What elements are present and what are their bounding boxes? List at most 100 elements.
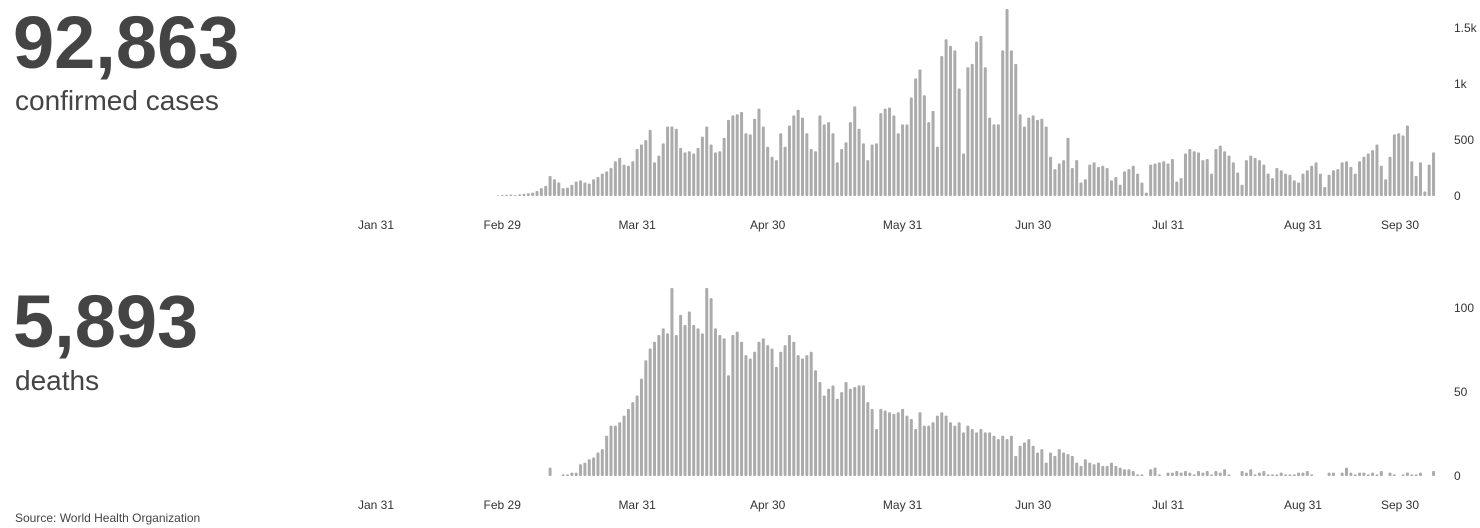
bar	[587, 459, 591, 476]
bar	[1214, 148, 1218, 196]
headline-label: confirmed cases	[15, 85, 219, 116]
bar	[1305, 170, 1309, 196]
bar	[1062, 452, 1066, 476]
bar	[1244, 472, 1248, 476]
bar	[661, 328, 665, 476]
bar	[1066, 454, 1070, 476]
bar	[1075, 160, 1079, 196]
bar	[1427, 164, 1431, 196]
bar	[1175, 470, 1179, 476]
bar	[1053, 169, 1057, 196]
bar	[596, 176, 600, 196]
bar	[1179, 472, 1183, 476]
bar	[779, 133, 783, 196]
bar	[1027, 117, 1031, 196]
bar	[918, 69, 922, 196]
bar	[1344, 467, 1348, 476]
bar	[914, 429, 918, 476]
y-tick-label: 1.5k	[1454, 21, 1478, 35]
bar	[874, 143, 878, 196]
bar	[1244, 160, 1248, 196]
x-tick-label: Jan 31	[358, 218, 394, 232]
bar	[1327, 472, 1331, 476]
bar	[1205, 470, 1209, 476]
bar	[670, 288, 674, 476]
bar	[766, 345, 770, 476]
x-tick-label: Feb 29	[484, 498, 522, 512]
bar	[653, 162, 657, 196]
bar	[1183, 470, 1187, 476]
bar	[740, 112, 744, 196]
bar	[548, 467, 552, 476]
bar	[509, 194, 513, 196]
bar	[727, 375, 731, 476]
bar	[1014, 63, 1018, 197]
bar	[892, 413, 896, 476]
bar	[1318, 173, 1322, 196]
bar	[1210, 173, 1214, 196]
bar	[1040, 118, 1044, 196]
bar	[1153, 467, 1157, 476]
bar	[835, 162, 839, 196]
bar	[918, 412, 922, 476]
bar	[761, 338, 765, 476]
bar	[1323, 187, 1327, 196]
bar	[962, 432, 966, 476]
bar	[635, 395, 639, 476]
bar	[1031, 445, 1035, 476]
bar	[1053, 455, 1057, 476]
bar	[1331, 472, 1335, 476]
bar	[1079, 182, 1083, 196]
bar	[1192, 151, 1196, 196]
bar	[574, 472, 578, 476]
bar	[713, 328, 717, 476]
bar	[1136, 474, 1140, 476]
bar	[674, 128, 678, 196]
bar	[953, 50, 957, 197]
bar	[866, 402, 870, 476]
bar	[561, 474, 565, 476]
bar	[705, 126, 709, 196]
bar	[988, 432, 992, 476]
bar	[970, 429, 974, 476]
bar	[861, 143, 865, 196]
bar	[931, 422, 935, 476]
bar	[653, 341, 657, 476]
bar	[827, 388, 831, 476]
bar	[744, 355, 748, 476]
bar	[1253, 474, 1257, 476]
bar	[505, 194, 509, 196]
bar	[1297, 472, 1301, 476]
bar	[1353, 474, 1357, 476]
bar	[1392, 134, 1396, 196]
bar	[1397, 133, 1401, 196]
bar	[1358, 472, 1362, 476]
bar	[857, 128, 861, 196]
bar	[565, 474, 569, 476]
bar	[1379, 470, 1383, 476]
bar	[1310, 165, 1314, 196]
bar	[774, 366, 778, 476]
bar	[657, 335, 661, 476]
bar	[1153, 163, 1157, 196]
bar	[800, 358, 804, 476]
bar	[905, 415, 909, 476]
bar	[944, 415, 948, 476]
bar	[853, 106, 857, 196]
bar	[935, 146, 939, 196]
bar	[1092, 464, 1096, 476]
bar	[1266, 173, 1270, 196]
bar	[1414, 474, 1418, 476]
bar	[1009, 50, 1013, 197]
bar	[1366, 153, 1370, 196]
bar	[1188, 472, 1192, 476]
bar	[722, 137, 726, 196]
bar	[988, 117, 992, 196]
bar	[914, 78, 918, 196]
bar	[1297, 182, 1301, 196]
bar	[1266, 474, 1270, 476]
bar	[579, 464, 583, 476]
bar	[774, 160, 778, 196]
bar	[600, 173, 604, 196]
